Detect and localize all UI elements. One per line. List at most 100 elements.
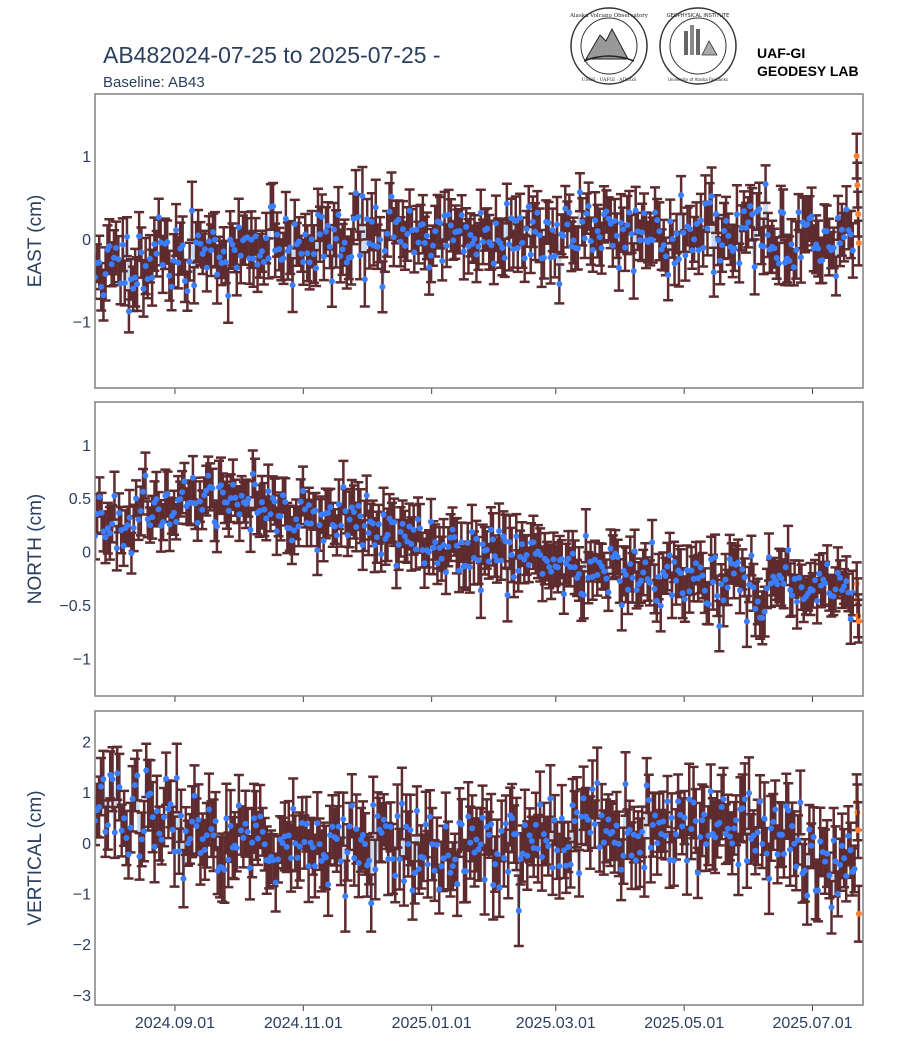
- data-point: [120, 542, 127, 549]
- data-point: [710, 579, 717, 586]
- data-point: [667, 218, 674, 225]
- data-point: [762, 181, 769, 188]
- data-point: [585, 816, 592, 823]
- data-point: [100, 776, 107, 783]
- data-point: [395, 541, 402, 548]
- data-point: [325, 222, 332, 229]
- data-point: [543, 837, 550, 844]
- data-point: [109, 520, 116, 527]
- data-point: [673, 577, 680, 584]
- data-point: [296, 843, 303, 850]
- data-point: [721, 227, 728, 234]
- data-point: [456, 228, 463, 235]
- data-point: [119, 241, 126, 248]
- data-point: [677, 811, 684, 818]
- data-point: [400, 877, 407, 884]
- data-point: [816, 570, 823, 577]
- data-point: [682, 252, 689, 259]
- data-point: [393, 562, 400, 569]
- data-point: [225, 292, 232, 299]
- recent-point: [855, 240, 862, 247]
- data-point: [686, 588, 693, 595]
- data-point: [140, 488, 147, 495]
- data-point: [116, 784, 123, 791]
- data-point: [500, 855, 507, 862]
- data-point: [369, 520, 376, 527]
- data-point: [822, 580, 829, 587]
- data-point: [471, 235, 478, 242]
- data-point: [141, 828, 148, 835]
- data-point: [357, 252, 364, 259]
- data-point: [247, 526, 254, 533]
- data-point: [598, 812, 605, 819]
- data-point: [328, 278, 335, 285]
- data-point: [191, 282, 198, 289]
- data-point: [556, 280, 563, 287]
- data-point: [432, 539, 439, 546]
- data-point: [231, 247, 238, 254]
- data-point: [386, 208, 393, 215]
- data-point: [180, 875, 187, 882]
- data-point: [560, 591, 567, 598]
- data-point: [506, 539, 513, 546]
- data-point: [790, 264, 797, 271]
- data-point: [611, 217, 618, 224]
- data-point: [208, 826, 215, 833]
- data-point: [210, 832, 217, 839]
- data-point: [490, 882, 497, 889]
- data-point: [261, 841, 268, 848]
- data-point: [322, 854, 329, 861]
- data-point: [760, 243, 767, 250]
- data-point: [645, 796, 652, 803]
- data-point: [560, 847, 567, 854]
- data-point: [554, 221, 561, 228]
- data-point: [752, 847, 759, 854]
- data-point: [589, 786, 596, 793]
- data-point: [325, 881, 332, 888]
- data-point: [156, 830, 163, 837]
- data-point: [719, 242, 726, 249]
- data-point: [759, 614, 766, 621]
- data-point: [678, 192, 685, 199]
- data-point: [592, 217, 599, 224]
- data-point: [408, 227, 415, 234]
- data-point: [170, 257, 177, 264]
- data-point: [404, 231, 411, 238]
- data-point: [582, 532, 589, 539]
- data-point: [395, 216, 402, 223]
- data-point: [725, 825, 732, 832]
- data-point: [660, 242, 667, 249]
- data-point: [780, 209, 787, 216]
- panel-frame: [94, 401, 864, 697]
- data-point: [594, 779, 601, 786]
- data-point: [311, 863, 318, 870]
- data-point: [616, 577, 623, 584]
- data-point: [196, 498, 203, 505]
- data-point: [587, 829, 594, 836]
- data-point: [358, 836, 365, 843]
- data-point: [546, 563, 553, 570]
- data-point: [512, 217, 519, 224]
- data-point: [464, 539, 471, 546]
- data-point: [222, 259, 229, 266]
- data-point: [643, 782, 650, 789]
- data-point: [707, 788, 714, 795]
- data-point: [407, 826, 414, 833]
- data-point: [488, 242, 495, 249]
- data-point: [609, 828, 616, 835]
- data-point: [780, 850, 787, 857]
- data-point: [411, 249, 418, 256]
- data-point: [632, 857, 639, 864]
- data-point: [415, 239, 422, 246]
- lab-label-line2: GEODESY LAB: [757, 63, 859, 79]
- data-point: [622, 244, 629, 251]
- data-point: [529, 218, 536, 225]
- data-point: [558, 815, 565, 822]
- data-point: [282, 498, 289, 505]
- data-point: [668, 592, 675, 599]
- data-point: [249, 470, 256, 477]
- data-point: [677, 570, 684, 577]
- data-point: [756, 798, 763, 805]
- data-point: [723, 217, 730, 224]
